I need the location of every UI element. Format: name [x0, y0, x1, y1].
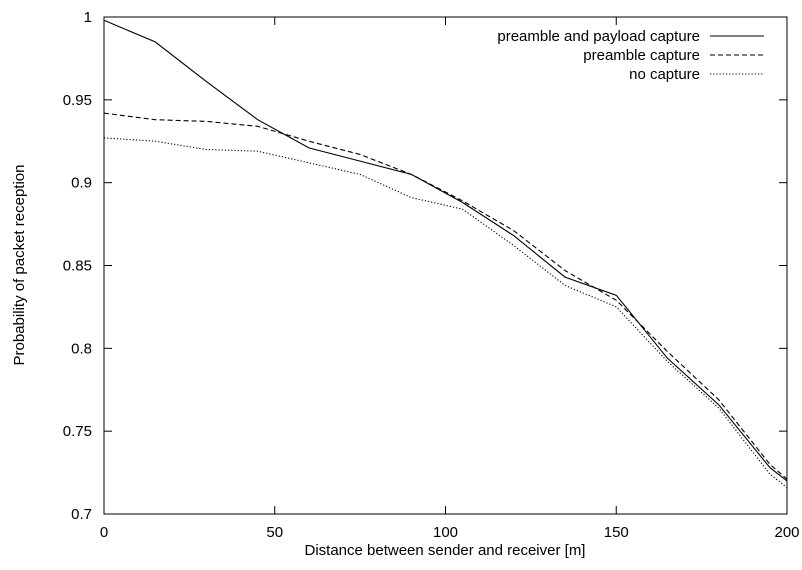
y-tick-label: 1	[84, 9, 92, 26]
legend-label-3: no capture	[629, 66, 700, 83]
plot-frame	[103, 16, 788, 515]
y-tick-label: 0.9	[71, 175, 92, 192]
y-tick-label: 0.7	[71, 506, 92, 523]
y-tick-label: 0.95	[63, 92, 92, 109]
legend-label-1: preamble and payload capture	[497, 28, 700, 45]
series-lines	[103, 19, 788, 488]
y-axis-title: Probability of packet reception	[11, 165, 28, 366]
y-tick-label: 0.75	[63, 423, 92, 440]
series-line-1	[103, 19, 788, 482]
x-tick-label: 200	[774, 524, 799, 541]
axis-ticks	[103, 16, 788, 515]
series-line-2	[103, 112, 788, 480]
y-tick-label: 0.85	[63, 258, 92, 275]
legend: preamble and payload capture preamble cap…	[497, 28, 764, 83]
x-tick-label: 150	[604, 524, 629, 541]
x-tick-label: 0	[100, 524, 108, 541]
series-line-3	[103, 137, 788, 488]
y-tick-label: 0.8	[71, 340, 92, 357]
x-axis-title: Distance between sender and receiver [m]	[305, 542, 586, 559]
x-tick-label: 50	[266, 524, 283, 541]
tick-labels: 0 50 100 150 200 0.7 0.75 0.8 0.85 0.9 0.95 1	[63, 9, 800, 541]
x-tick-label: 100	[433, 524, 458, 541]
legend-label-2: preamble capture	[583, 47, 700, 64]
